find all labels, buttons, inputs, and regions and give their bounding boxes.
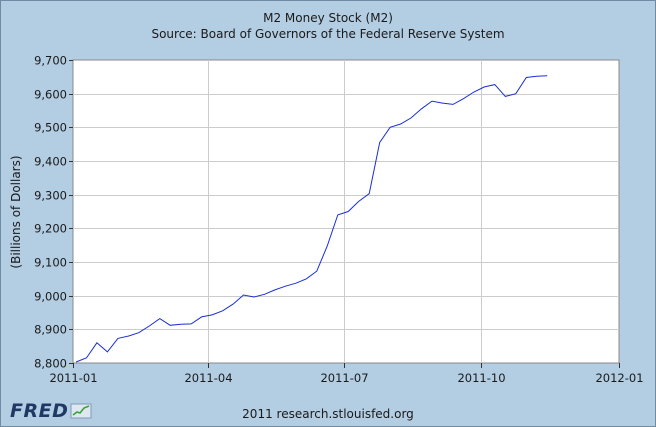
x-tick-label: 2011-10 bbox=[457, 371, 505, 385]
y-tick-label: 8,900 bbox=[34, 323, 67, 337]
grid-lines bbox=[73, 60, 619, 363]
x-tick-label: 2011-07 bbox=[320, 371, 368, 385]
axis-ticks bbox=[69, 60, 620, 368]
credit-text: 2011 research.stlouisfed.org bbox=[242, 407, 414, 421]
chart-title: M2 Money Stock (M2) bbox=[263, 11, 393, 25]
series-line bbox=[75, 75, 548, 363]
y-tick-label: 8,800 bbox=[34, 357, 67, 371]
y-tick-label: 9,700 bbox=[34, 54, 67, 68]
y-axis-title: (Billions of Dollars) bbox=[9, 155, 23, 268]
chart-line-icon bbox=[70, 403, 92, 419]
plot-area bbox=[72, 59, 620, 364]
x-tick-label: 2011-04 bbox=[184, 371, 232, 385]
y-tick-label: 9,000 bbox=[34, 290, 67, 304]
x-tick-labels: 2011-01 2011-04 2011-07 2011-10 2012-01 bbox=[49, 371, 643, 385]
y-tick-labels: 8,800 8,900 9,000 9,100 9,200 9,300 9,400 9,500… bbox=[34, 54, 67, 371]
y-tick-label: 9,600 bbox=[34, 88, 67, 102]
y-tick-label: 9,100 bbox=[34, 256, 67, 270]
x-tick-label: 2011-01 bbox=[49, 371, 97, 385]
fred-logo: FRED bbox=[10, 400, 92, 422]
y-tick-label: 9,400 bbox=[34, 155, 67, 169]
y-tick-label: 9,200 bbox=[34, 222, 67, 236]
chart-subtitle: Source: Board of Governors of the Federa… bbox=[151, 27, 504, 41]
y-tick-label: 9,300 bbox=[34, 189, 67, 203]
x-tick-label: 2012-01 bbox=[595, 371, 643, 385]
y-tick-label: 9,500 bbox=[34, 121, 67, 135]
logo-text: FRED bbox=[10, 400, 69, 422]
